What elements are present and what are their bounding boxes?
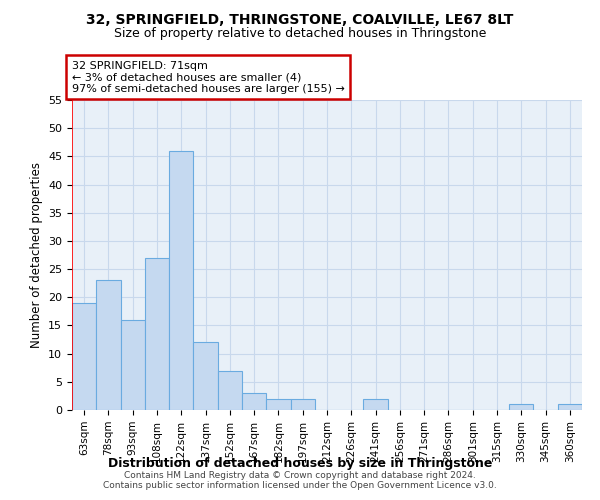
Bar (218, 370, 242, 410)
Bar (145, 258, 169, 410)
Bar (364, 398, 388, 410)
Bar (121, 320, 145, 410)
Bar (169, 150, 193, 410)
Y-axis label: Number of detached properties: Number of detached properties (29, 162, 43, 348)
Bar (290, 398, 315, 410)
Bar (509, 404, 533, 410)
Bar (558, 404, 582, 410)
Bar (96, 280, 121, 410)
Bar (266, 398, 290, 410)
Bar (72, 303, 96, 410)
Text: 32, SPRINGFIELD, THRINGSTONE, COALVILLE, LE67 8LT: 32, SPRINGFIELD, THRINGSTONE, COALVILLE,… (86, 12, 514, 26)
Text: Distribution of detached houses by size in Thringstone: Distribution of detached houses by size … (108, 458, 492, 470)
Text: 32 SPRINGFIELD: 71sqm
← 3% of detached houses are smaller (4)
97% of semi-detach: 32 SPRINGFIELD: 71sqm ← 3% of detached h… (72, 60, 345, 94)
Text: Size of property relative to detached houses in Thringstone: Size of property relative to detached ho… (114, 28, 486, 40)
Bar (242, 393, 266, 410)
Text: Contains HM Land Registry data © Crown copyright and database right 2024.
Contai: Contains HM Land Registry data © Crown c… (103, 470, 497, 490)
Bar (193, 342, 218, 410)
